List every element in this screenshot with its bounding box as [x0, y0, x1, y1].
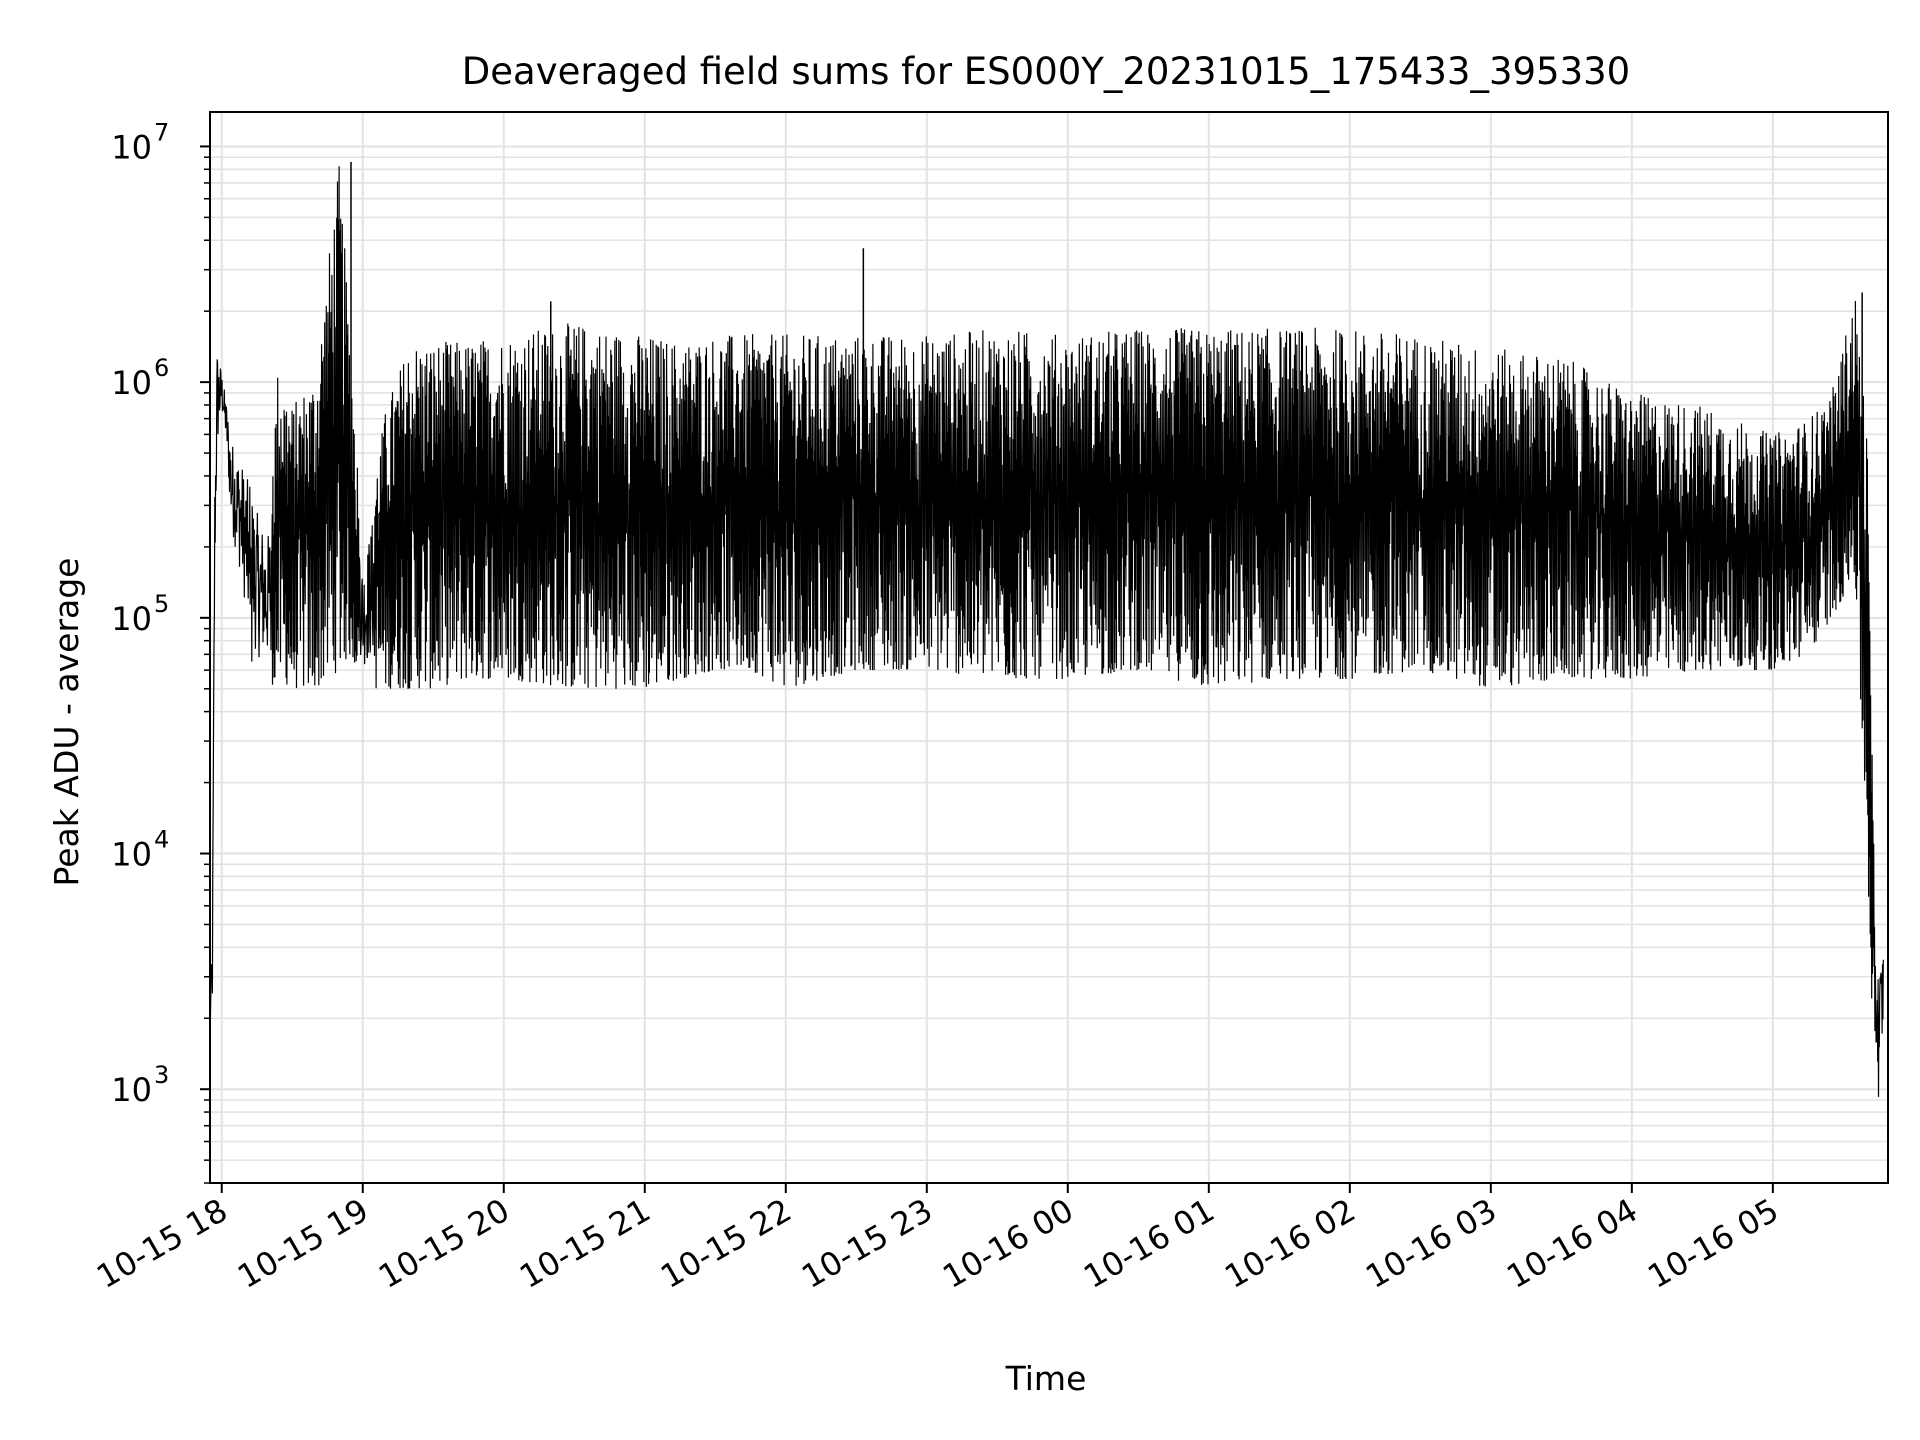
y-tick-exponent: 4	[154, 826, 169, 854]
x-axis-label: Time	[1005, 1359, 1087, 1398]
y-tick-exponent: 7	[154, 118, 169, 146]
y-tick-label: 10	[111, 600, 152, 638]
data-series	[209, 161, 1884, 1097]
y-axis-label: Peak ADU - average	[47, 558, 86, 887]
y-tick-exponent: 3	[154, 1061, 169, 1089]
chart-title: Deaveraged field sums for ES000Y_2023101…	[462, 50, 1630, 93]
grid-lines	[210, 112, 1888, 1184]
y-tick-label: 10	[111, 128, 152, 166]
y-tick-exponent: 5	[154, 590, 169, 618]
plot-frame	[209, 111, 1889, 1184]
series-line	[209, 166, 1884, 1097]
y-tick-label: 10	[111, 836, 152, 874]
y-tick-exponent: 6	[154, 354, 169, 382]
y-tick-label: 10	[111, 1071, 152, 1109]
y-tick-label: 10	[111, 364, 152, 402]
